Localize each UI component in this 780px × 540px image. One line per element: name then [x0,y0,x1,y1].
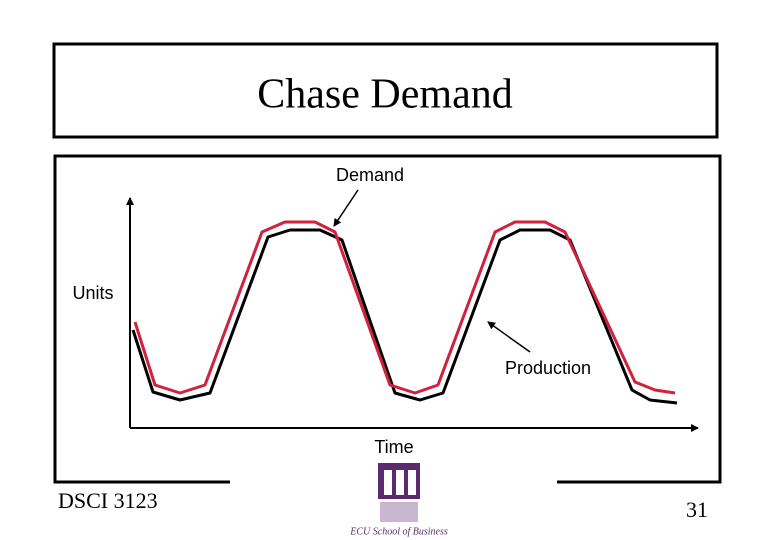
x-axis-label: Time [374,437,413,457]
production-label: Production [505,358,591,378]
slide-title: Chase Demand [257,72,512,118]
chart-frame [53,154,722,484]
title-box [52,42,719,139]
logo-pillar [408,470,416,495]
logo-pillar [396,470,404,495]
logo-band [380,502,418,522]
page-number: 31 [686,497,708,522]
demand-label: Demand [336,165,404,185]
logo-pillar [384,470,392,495]
demand-curve [133,220,676,395]
demand-pointer [333,189,359,227]
logo-text: ECU School of Business [349,526,448,537]
production-pointer [487,321,531,353]
course-label: DSCI 3123 [58,488,158,513]
logo: ECU School of Business [349,463,448,537]
y-axis-label: Units [72,283,113,303]
